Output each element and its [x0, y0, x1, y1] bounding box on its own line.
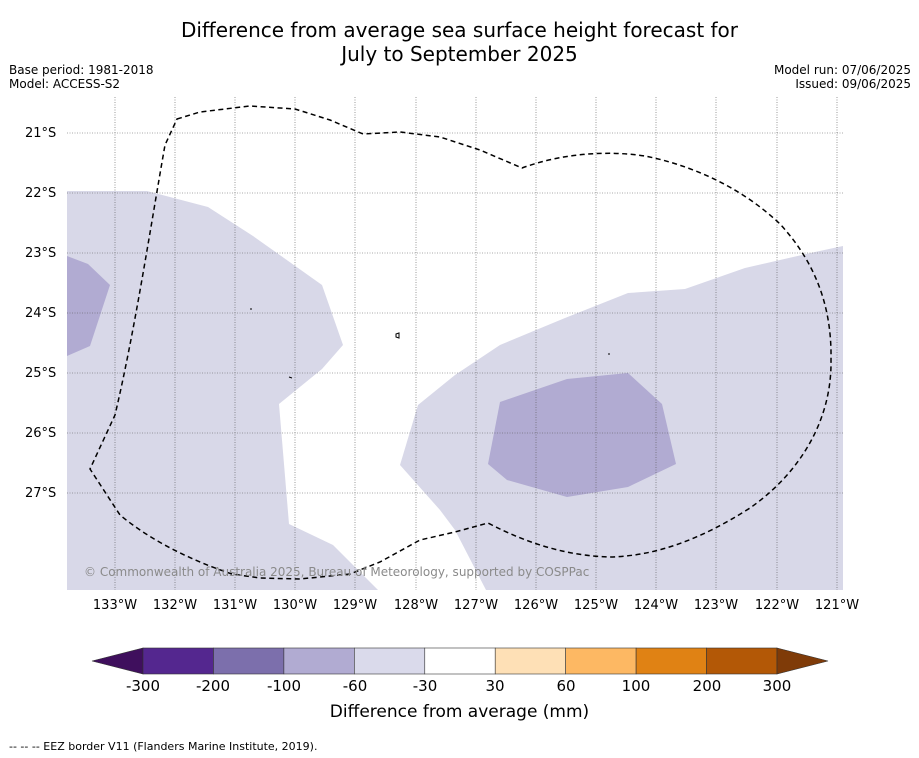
- lon-label: 131°W: [212, 598, 258, 613]
- colorbar-tick: 100: [621, 677, 651, 695]
- lon-label: 124°W: [633, 598, 679, 613]
- map-title: Difference from average sea surface heig…: [0, 18, 919, 66]
- colorbar-tick: -300: [125, 677, 161, 695]
- lon-label: 122°W: [754, 598, 800, 613]
- lat-label: 22°S: [25, 186, 57, 201]
- lat-label: 26°S: [25, 426, 57, 441]
- colorbar-title: Difference from average (mm): [329, 702, 590, 722]
- lon-label: 127°W: [453, 598, 499, 613]
- lat-label: 27°S: [25, 486, 57, 501]
- lon-label: 129°W: [332, 598, 378, 613]
- lon-label: 133°W: [92, 598, 138, 613]
- island-marker: [395, 332, 400, 339]
- lat-label: 21°S: [25, 126, 57, 141]
- lon-label: 130°W: [272, 598, 318, 613]
- colorbar-tick: -30: [412, 677, 438, 695]
- colorbar-tick: 30: [485, 677, 505, 695]
- copyright-notice: © Commonwealth of Australia 2025, Bureau…: [84, 565, 590, 579]
- base-period: Base period: 1981-2018: [9, 63, 154, 77]
- anomaly-west-medium: [67, 256, 110, 356]
- model-name: Model: ACCESS-S2: [9, 77, 121, 91]
- lon-label: 125°W: [573, 598, 619, 613]
- colorbar-tick: 300: [762, 677, 792, 695]
- meta-right: Model run: 07/06/2025 Issued: 09/06/2025: [774, 63, 911, 91]
- title-line-1: Difference from average sea surface heig…: [180, 18, 739, 42]
- colorbar-tick: -100: [266, 677, 302, 695]
- lon-label: 121°W: [814, 598, 860, 613]
- title-line-2: July to September 2025: [341, 42, 578, 66]
- colorbar-tick: 60: [556, 677, 576, 695]
- lat-label: 24°S: [25, 306, 57, 321]
- gridlines: [67, 97, 843, 590]
- island-marker: [288, 376, 293, 379]
- lon-label: 126°W: [513, 598, 559, 613]
- eez-legend-note: -- -- -- EEZ border V11 (Flanders Marine…: [9, 740, 318, 753]
- model-run: Model run: 07/06/2025: [773, 63, 911, 77]
- colorbar-tick: -60: [342, 677, 368, 695]
- lon-label: 132°W: [152, 598, 198, 613]
- eez-border: [89, 105, 832, 580]
- lon-label: 123°W: [693, 598, 739, 613]
- lon-label: 128°W: [393, 598, 439, 613]
- issued-date: Issued: 09/06/2025: [795, 77, 911, 91]
- colorbar-tick: 200: [692, 677, 722, 695]
- lat-label: 25°S: [25, 366, 57, 381]
- anomaly-field: [67, 191, 843, 590]
- anomaly-east-medium: [488, 373, 676, 497]
- meta-left: Base period: 1981-2018 Model: ACCESS-S2: [9, 63, 154, 91]
- anomaly-west-light: [67, 191, 378, 590]
- lat-label: 23°S: [25, 246, 57, 261]
- colorbar-tick: -200: [195, 677, 231, 695]
